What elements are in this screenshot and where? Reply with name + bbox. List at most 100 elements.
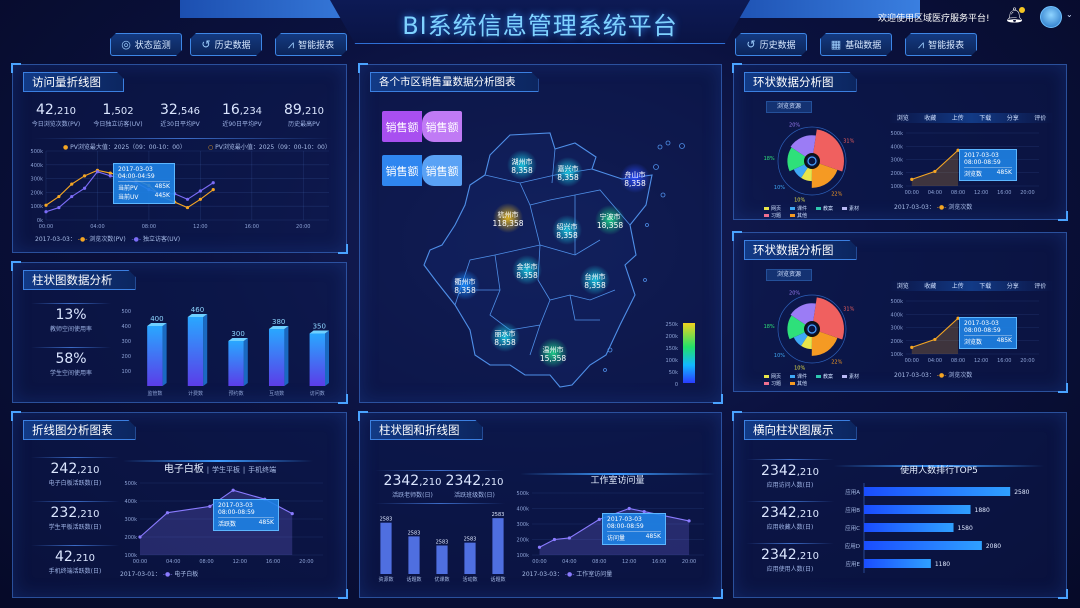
- metric-tab[interactable]: 下载: [979, 115, 992, 122]
- x-tick-label: 20:00: [296, 224, 310, 230]
- footer-date: 2017-03-01：: [120, 571, 161, 578]
- metric-tab[interactable]: 分享: [1006, 115, 1019, 122]
- tab-tablet[interactable]: 学生平板: [212, 466, 240, 474]
- city-name: 衢州市: [455, 277, 476, 286]
- series-area: [911, 150, 959, 186]
- stat-value: 2342: [761, 505, 797, 521]
- legend-label: 教案: [823, 205, 833, 212]
- chart-header-glow: [520, 473, 715, 475]
- stat-teacher-usage: 13% 教师空间使用率: [31, 307, 111, 333]
- stat-value: 2342: [445, 473, 482, 489]
- y-tick-label: 200k: [891, 171, 904, 177]
- y-tick-label: 500k: [891, 299, 904, 305]
- footer-series: 独立访客(UV): [142, 236, 181, 243]
- stat-label: 应用访问人数(日): [766, 482, 814, 489]
- city-value: 8,358: [511, 166, 533, 175]
- stat-value-small: ,546: [177, 106, 201, 117]
- tab-mobile[interactable]: 手机终端: [248, 466, 277, 474]
- legend-swatch: [842, 375, 847, 378]
- legend-label: 课件: [797, 373, 807, 380]
- sales-label[interactable]: 销售额: [382, 155, 422, 186]
- sales-toggle-blue[interactable]: 销售额 销售额: [382, 155, 462, 186]
- metric-tab[interactable]: 评价: [1034, 283, 1047, 290]
- stat-value-small: ,210: [301, 106, 325, 117]
- nav-report-button-right[interactable]: ⩘ 智能报表: [905, 33, 977, 56]
- nav-history-button-right[interactable]: ↺ 历史数据: [735, 33, 807, 56]
- bar: [147, 326, 163, 386]
- divider: [31, 501, 119, 502]
- divider: [746, 501, 834, 502]
- nav-basic-data-button[interactable]: ▦ 基础数据: [820, 33, 892, 56]
- sales-label[interactable]: 销售额: [382, 111, 422, 142]
- metric-tab[interactable]: 浏览: [896, 115, 909, 122]
- data-point: [165, 511, 170, 515]
- legend-label: 网页: [771, 374, 781, 380]
- data-point: [597, 517, 601, 521]
- tab-whiteboard[interactable]: 电子白板: [163, 464, 204, 475]
- category-label: 应用E: [846, 560, 861, 568]
- metric-tab[interactable]: 评价: [1034, 115, 1047, 122]
- bar-value-label: 1180: [935, 561, 950, 568]
- metric-tab[interactable]: 下载: [979, 283, 992, 290]
- y-tick-label: 500k: [125, 481, 138, 487]
- data-point: [910, 177, 914, 181]
- bar-value-label: 2583: [492, 512, 505, 518]
- metric-tab[interactable]: 浏览: [896, 283, 909, 290]
- metric-tab[interactable]: 收藏: [924, 115, 937, 122]
- metric-tab[interactable]: 分享: [1006, 283, 1019, 290]
- bar-top: [228, 338, 248, 341]
- avatar[interactable]: [1040, 6, 1062, 28]
- sales-toggle-purple[interactable]: 销售额 销售额: [382, 111, 462, 142]
- x-tick-label: 互动数: [269, 390, 284, 397]
- header-wing-left: [180, 0, 380, 18]
- city-name: 宁波市: [600, 212, 621, 221]
- metric-tab[interactable]: 收藏: [924, 283, 937, 290]
- percent-label: 20%: [789, 122, 800, 128]
- sales-label[interactable]: 销售额: [422, 155, 462, 186]
- stat-label: 电子白板活跃数(日): [48, 480, 102, 487]
- x-tick-label: 12:00: [974, 190, 988, 196]
- chart-footer: 2017-03-03： -●- 工作室访问量: [522, 571, 613, 578]
- chevron-down-icon[interactable]: ⌄: [1066, 10, 1073, 19]
- category-label: 应用D: [845, 542, 860, 550]
- x-tick-label: 16:00: [652, 559, 666, 565]
- y-tick-label: 0k: [37, 218, 43, 224]
- city-glow: [538, 338, 568, 368]
- divider: [375, 470, 505, 471]
- metric-tab[interactable]: 上传: [951, 115, 964, 122]
- data-point: [567, 536, 571, 540]
- panel-title: 折线图分析图表: [23, 420, 136, 440]
- city-glow: [512, 255, 542, 285]
- stat-block: 2342,210 应用使用人数(日): [746, 547, 834, 573]
- nav-report-button[interactable]: ⩘ 智能报表: [275, 33, 347, 56]
- grid-icon: ▦: [830, 38, 842, 51]
- y-tick-label: 100: [121, 369, 131, 375]
- outer-ring: [777, 126, 847, 196]
- ring-tag: 浏览资源: [766, 101, 812, 113]
- sales-label[interactable]: 销售额: [422, 111, 462, 142]
- city-value: 8,358: [624, 179, 646, 188]
- stat-value: 2342: [761, 547, 797, 563]
- x-tick-label: 08:00: [951, 190, 965, 196]
- nav-status-monitor-button[interactable]: ◎ 状态监测: [110, 33, 182, 56]
- stat-block: 242,210 电子白板活跃数(日): [31, 461, 119, 487]
- series-area: [911, 318, 959, 354]
- metric-tab[interactable]: 上传: [951, 283, 964, 290]
- x-tick-label: 04:00: [166, 559, 180, 565]
- panel-title: 柱状图数据分析: [23, 270, 136, 290]
- footer-series: 浏览次数: [948, 204, 973, 211]
- nav-history-button[interactable]: ↺ 历史数据: [190, 33, 262, 56]
- tooltip-value: 485K: [258, 519, 274, 526]
